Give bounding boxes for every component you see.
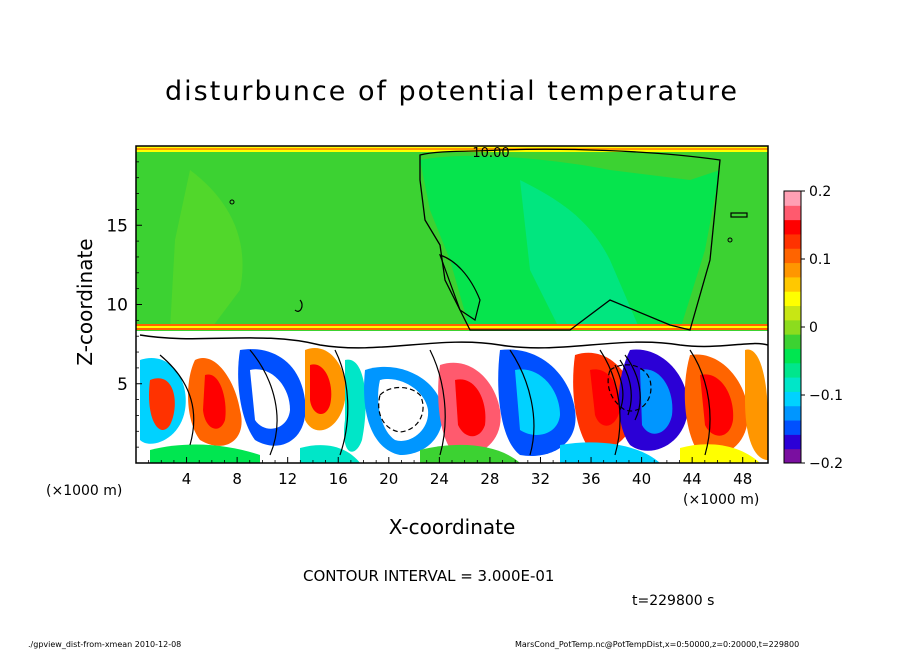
colorbar: 0.2 0.1 0 −0.1 −0.2 (783, 184, 843, 472)
colorbar-swatch (784, 205, 801, 221)
colorbar-swatch (784, 362, 801, 378)
colorbar-swatch (784, 420, 801, 435)
colorbar-swatch (784, 248, 801, 264)
colorbar-swatch (784, 405, 801, 421)
x-axis-ticks: 4 8 12 16 20 24 28 32 36 40 44 48 (148, 457, 756, 488)
chart-title: disturbunce of potential temperature (165, 76, 739, 107)
colorbar-swatch (784, 391, 801, 407)
x-tick-label: 40 (632, 470, 651, 488)
colorbar-swatch (784, 291, 801, 307)
colorbar-swatch (784, 348, 801, 364)
upper-field (136, 146, 768, 331)
y-tick-label: 5 (117, 375, 128, 395)
footer-right: MarsCond_PotTemp.nc@PotTempDist,x=0:5000… (515, 640, 800, 649)
colorbar-swatch (784, 262, 801, 278)
y-axis-ticks: 5 10 15 (106, 161, 142, 448)
colorbar-swatch (784, 276, 801, 292)
lower-field (136, 331, 768, 463)
colorbar-tick-label: 0 (809, 320, 818, 336)
x-tick-label: 20 (379, 470, 398, 488)
colorbar-frame (783, 190, 802, 464)
x-tick-label: 28 (480, 470, 499, 488)
colorbar-swatch (784, 233, 801, 249)
colorbar-swatch (784, 219, 801, 235)
x-tick-label: 48 (733, 470, 752, 488)
colorbar-tick-label: 0.1 (809, 252, 831, 268)
x-tick-label: 44 (683, 470, 702, 488)
colorbar-tick-label: 0.2 (809, 184, 831, 200)
colorbar-swatch (784, 319, 801, 335)
x-tick-label: 16 (329, 470, 348, 488)
y-axis-unit: (×1000 m) (46, 483, 123, 499)
colorbar-swatch (784, 434, 801, 450)
y-tick-label: 10 (106, 296, 128, 316)
x-tick-label: 8 (232, 470, 242, 488)
colorbar-swatch (784, 377, 801, 392)
contour-interval-text: CONTOUR INTERVAL = 3.000E-01 (303, 567, 555, 585)
time-label: t=229800 s (632, 593, 715, 609)
plot-frame (135, 145, 769, 464)
x-tick-label: 24 (430, 470, 449, 488)
colorbar-tick-label: −0.1 (809, 388, 843, 404)
colorbar-swatch (784, 191, 801, 206)
x-tick-label: 4 (182, 470, 192, 488)
x-axis-unit: (×1000 m) (683, 492, 760, 508)
x-axis-label: X-coordinate (388, 515, 516, 539)
footer-left: ./gpview_dist-from-xmean 2010-12-08 (28, 640, 182, 649)
x-tick-label: 12 (278, 470, 297, 488)
y-tick-label: 15 (106, 216, 128, 236)
x-tick-label: 32 (531, 470, 550, 488)
colorbar-swatch (784, 334, 801, 349)
colorbar-swatch (784, 448, 801, 464)
colorbar-swatch (784, 305, 801, 321)
y-axis-label: Z-coordinate (73, 238, 97, 366)
colorbar-tick-label: −0.2 (809, 456, 843, 472)
contour-label: 10.00 (472, 146, 509, 161)
x-tick-label: 36 (581, 470, 600, 488)
